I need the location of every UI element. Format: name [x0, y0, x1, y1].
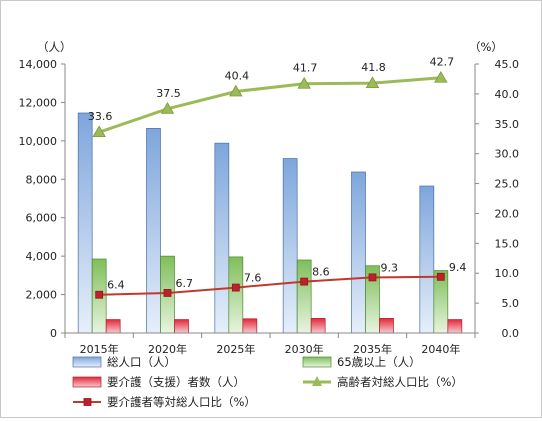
- legend: 総人口（人） 65歳以上（人） 要介護（支援）者数（人） 高齢者対総人口比（%） 要介護…: [72, 355, 463, 409]
- elderly-ratio-marker: [160, 102, 175, 114]
- elderly-ratio-marker: [297, 76, 311, 89]
- x-axis-labels: 2015年 2020年 2025年 2030年 2035年 2040年: [80, 342, 461, 356]
- right-tick-label: 40.0: [495, 88, 520, 101]
- bar-care-required: [310, 318, 326, 334]
- x-tick-label: 2035年: [353, 342, 392, 356]
- elderly-ratio-label: 41.7: [293, 62, 318, 75]
- care-ratio-label: 6.7: [176, 277, 194, 290]
- right-axis-ticks: 0.0 5.0 10.0 15.0 20.0 25.0 30.0 35.0 40.0 45.0: [475, 58, 519, 340]
- legend-label: 要介護（支援）者数（人）: [107, 375, 245, 389]
- right-tick-label: 45.0: [495, 58, 520, 71]
- right-tick-label: 20.0: [495, 207, 520, 220]
- bar-aged-65-plus: [228, 256, 244, 334]
- care-ratio-label: 9.4: [449, 261, 467, 274]
- legend-label: 高齢者対総人口比（%）: [337, 375, 463, 389]
- right-axis-unit: （%）: [469, 40, 503, 54]
- elderly-ratio-label: 42.7: [430, 56, 455, 69]
- line-series: 33.6 37.5 40.4 41.7 41.8 42.7 6.4 6.7 7.6 8.6 9.3 9…: [88, 56, 467, 299]
- care-ratio-marker: [95, 290, 104, 299]
- right-tick-label: 5.0: [502, 297, 520, 310]
- care-ratio-line: [99, 275, 441, 296]
- bar-care-required: [105, 319, 121, 334]
- x-tick-label: 2015年: [80, 342, 119, 356]
- legend-item: 高齢者対総人口比（%）: [303, 375, 463, 389]
- legend-swatch: [72, 376, 102, 388]
- care-ratio-marker: [300, 277, 309, 286]
- elderly-ratio-label: 41.8: [361, 61, 386, 74]
- legend-label: 要介護者等対総人口比（%）: [107, 395, 256, 409]
- bar-total-population: [77, 112, 93, 334]
- elderly-ratio-line: [98, 76, 441, 134]
- bar-total-population: [419, 185, 435, 334]
- bar-care-required: [242, 318, 258, 334]
- elderly-ratio-marker: [229, 84, 243, 97]
- bar-total-population: [282, 158, 298, 334]
- elderly-ratio-marker: [92, 125, 106, 138]
- legend-item: 要介護（支援）者数（人）: [72, 375, 245, 389]
- left-tick-label: 2,000: [26, 289, 58, 302]
- left-tick-label: 6,000: [26, 212, 58, 225]
- legend-label: 65歳以上（人）: [337, 355, 421, 369]
- elderly-ratio-label: 40.4: [225, 69, 250, 82]
- care-ratio-marker: [163, 289, 172, 297]
- right-tick-label: 0.0: [502, 327, 520, 340]
- x-tick-label: 2020年: [148, 342, 187, 356]
- left-tick-label: 14,000: [19, 58, 58, 71]
- elderly-ratio-marker: [434, 70, 448, 83]
- legend-item: 総人口（人）: [72, 355, 176, 369]
- care-ratio-marker: [231, 283, 240, 292]
- left-axis-unit: （人）: [37, 40, 72, 54]
- right-tick-label: 35.0: [495, 118, 520, 131]
- care-ratio-label: 8.6: [312, 266, 330, 279]
- legend-marker: [83, 398, 92, 406]
- left-tick-label: 12,000: [19, 96, 58, 109]
- legend-label: 総人口（人）: [107, 355, 176, 369]
- right-tick-label: 15.0: [495, 237, 520, 250]
- care-ratio-label: 6.4: [107, 279, 125, 292]
- elderly-ratio-label: 37.5: [156, 87, 181, 100]
- bar-care-required: [174, 319, 189, 334]
- legend-item: 要介護者等対総人口比（%）: [73, 395, 256, 409]
- left-tick-label: 4,000: [26, 250, 58, 263]
- left-tick-label: 10,000: [19, 135, 58, 148]
- legend-swatch: [302, 356, 332, 368]
- bar-care-required: [379, 318, 394, 334]
- bar-total-population: [146, 128, 161, 334]
- bar-aged-65-plus: [296, 259, 312, 334]
- elderly-ratio-marker: [365, 76, 380, 89]
- x-tick-label: 2025年: [216, 342, 255, 356]
- right-tick-label: 30.0: [495, 148, 520, 161]
- bar-total-population: [214, 142, 230, 334]
- care-ratio-label: 7.6: [244, 272, 261, 285]
- right-tick-label: 10.0: [495, 267, 520, 280]
- legend-marker: [312, 376, 322, 386]
- x-tick-label: 2040年: [421, 342, 460, 356]
- left-tick-label: 8,000: [26, 173, 58, 186]
- legend-item: 65歳以上（人）: [302, 355, 421, 369]
- care-ratio-marker: [436, 272, 445, 281]
- legend-swatch: [72, 356, 102, 368]
- left-tick-label: 0: [50, 327, 57, 340]
- bar-care-required: [447, 319, 463, 334]
- bar-series: [77, 112, 463, 334]
- x-tick-label: 2030年: [285, 342, 324, 356]
- axes: [64, 64, 476, 338]
- care-ratio-label: 9.3: [381, 261, 399, 274]
- care-ratio-marker: [368, 273, 377, 282]
- left-axis-ticks: 0 2,000 4,000 6,000 8,000 10,000 12,000 14,000: [19, 58, 65, 340]
- right-tick-label: 25.0: [495, 178, 520, 191]
- elderly-ratio-label: 33.6: [88, 110, 113, 123]
- bar-total-population: [351, 171, 366, 334]
